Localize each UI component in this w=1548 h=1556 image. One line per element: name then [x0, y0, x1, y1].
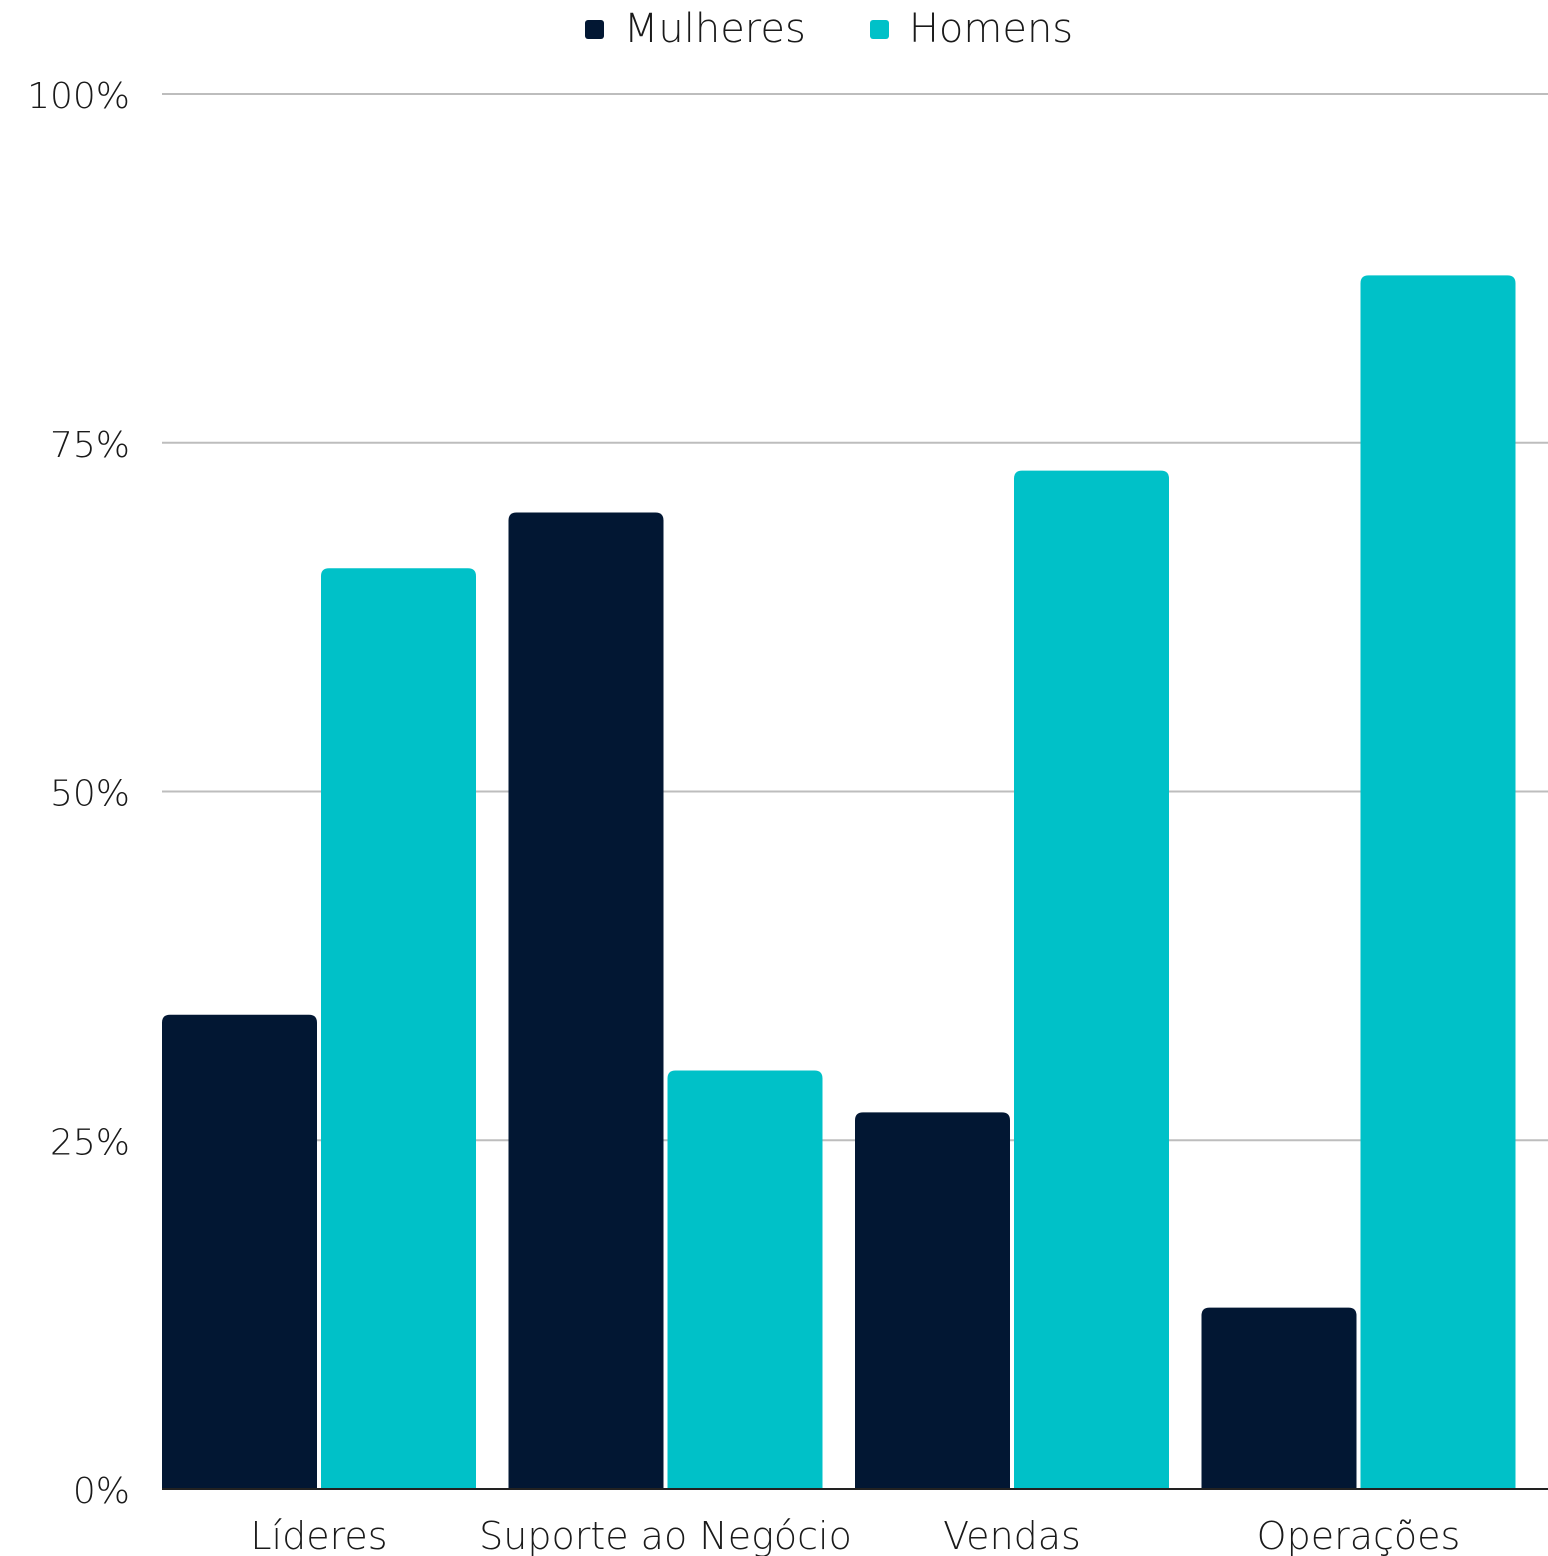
bar-homens-0 — [321, 568, 476, 1489]
bar-mulheres-3 — [1201, 1307, 1357, 1489]
x-tick-label-2: Vendas — [943, 1514, 1081, 1556]
legend-label-mulheres: Mulheres — [623, 6, 806, 52]
x-tick-label-3: Operações — [1257, 1514, 1461, 1556]
axis-layer: 0% 25% 50% 75% 100% Líderes Suporte ao Negócio… — [27, 76, 1548, 1556]
y-tick-label-25: 25% — [50, 1122, 130, 1163]
bar-mulheres-1 — [508, 512, 664, 1489]
y-tick-label-50: 50% — [50, 774, 130, 815]
y-tick-label-0: 0% — [73, 1471, 130, 1512]
bar-homens-3 — [1360, 275, 1516, 1490]
x-tick-label-1: Suporte ao Negócio — [479, 1514, 852, 1556]
y-tick-label-75: 75% — [50, 425, 130, 466]
bar-homens-2 — [1014, 470, 1169, 1489]
bar-homens-1 — [667, 1070, 823, 1489]
legend-label-homens: Homens — [908, 6, 1074, 52]
legend: Mulheres Homens — [0, 6, 1548, 52]
y-tick-label-100: 100% — [27, 76, 130, 117]
x-tick-label-0: Líderes — [250, 1514, 387, 1556]
bars-layer — [162, 275, 1516, 1490]
legend-item-mulheres: Mulheres — [584, 6, 806, 52]
bar-mulheres-2 — [855, 1112, 1010, 1489]
legend-swatch-homens — [869, 19, 889, 39]
legend-item-homens: Homens — [869, 6, 1074, 52]
legend-swatch-mulheres — [584, 19, 604, 39]
bar-mulheres-0 — [162, 1014, 317, 1489]
